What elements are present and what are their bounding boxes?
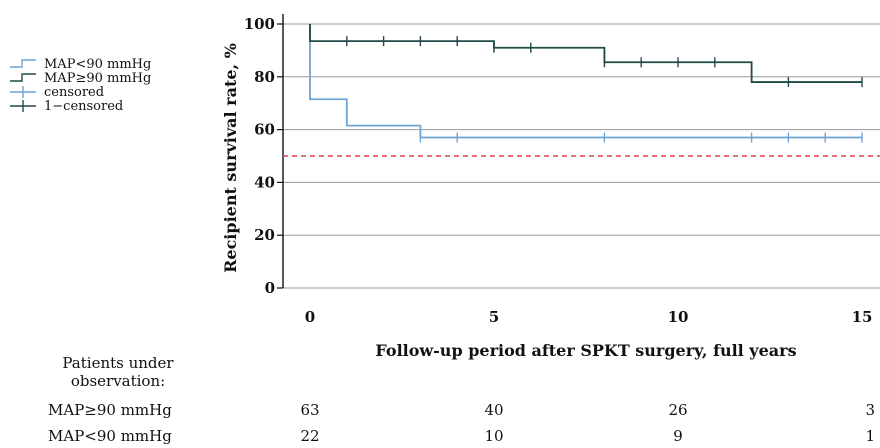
risk-table-title: observation: bbox=[71, 372, 165, 390]
series-lines bbox=[310, 24, 862, 143]
y-tick-label: 60 bbox=[254, 121, 275, 139]
risk-row-label: MAP≥90 mmHg bbox=[48, 401, 172, 419]
risk-row-value: 1 bbox=[865, 427, 875, 445]
risk-row-label: MAP<90 mmHg bbox=[48, 427, 172, 445]
x-tick-label: 10 bbox=[668, 308, 689, 326]
risk-row-value: 22 bbox=[300, 427, 319, 445]
legend-label: 1−censored bbox=[44, 99, 123, 114]
y-tick-label: 0 bbox=[265, 279, 275, 297]
risk-row-value: 26 bbox=[668, 401, 687, 419]
legend-swatch-step bbox=[10, 60, 36, 67]
risk-row-value: 9 bbox=[673, 427, 683, 445]
risk-row-value: 3 bbox=[865, 401, 875, 419]
x-tick-label: 5 bbox=[489, 308, 499, 326]
legend-label: MAP<90 mmHg bbox=[44, 57, 151, 72]
x-axis-label: Follow-up period after SPKT surgery, ful… bbox=[375, 341, 796, 360]
legend-swatch-step bbox=[10, 74, 36, 81]
tick-labels: 0 20 40 60 80 100 0 5 10 15 bbox=[244, 15, 873, 326]
series-line-2 bbox=[310, 24, 862, 82]
axes bbox=[277, 14, 283, 288]
risk-row-value: 40 bbox=[484, 401, 503, 419]
y-axis-label: Recipient survival rate, % bbox=[221, 43, 240, 273]
y-tick-label: 40 bbox=[254, 173, 275, 191]
risk-table-title: Patients under bbox=[62, 354, 174, 372]
x-tick-label: 15 bbox=[852, 308, 873, 326]
y-tick-label: 20 bbox=[254, 226, 275, 244]
y-tick-label: 80 bbox=[254, 68, 275, 86]
legend-label: MAP≥90 mmHg bbox=[44, 71, 151, 86]
x-tick-label: 0 bbox=[305, 308, 315, 326]
y-tick-label: 100 bbox=[244, 15, 275, 33]
risk-row-value: 10 bbox=[484, 427, 503, 445]
legend-label: censored bbox=[44, 85, 104, 100]
risk-row-value: 63 bbox=[300, 401, 319, 419]
